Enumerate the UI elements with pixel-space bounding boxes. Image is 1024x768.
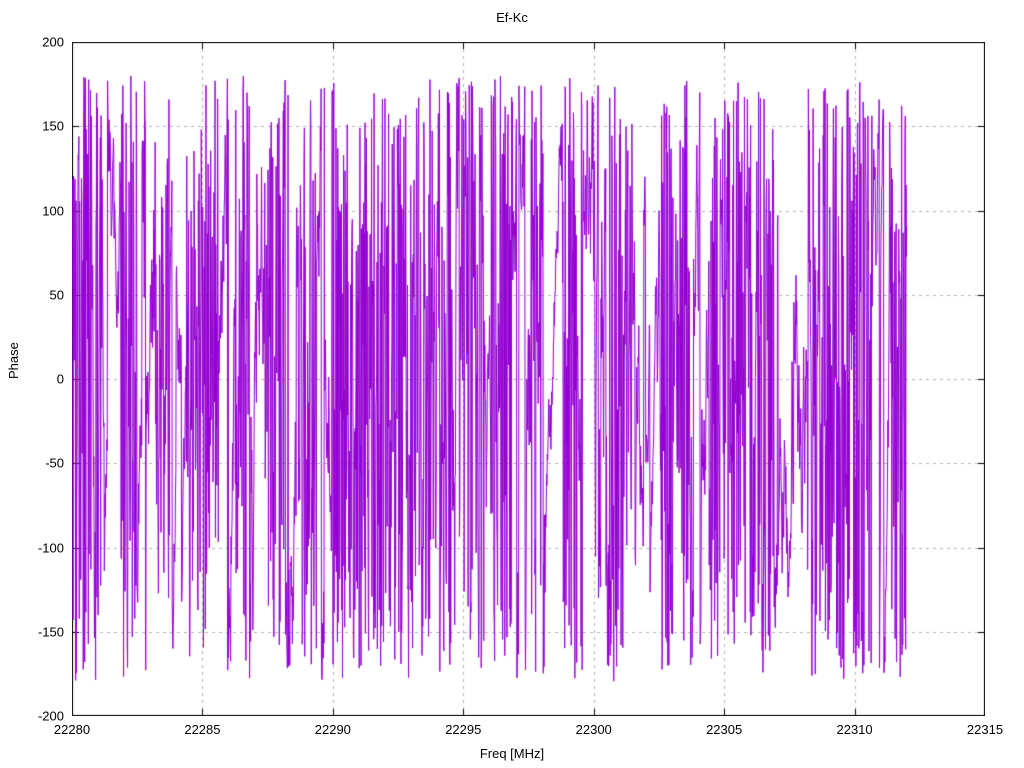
x-tick-label: 22310 xyxy=(836,722,873,737)
y-tick-label: 0 xyxy=(56,371,64,387)
y-tick-label: 150 xyxy=(42,118,64,134)
x-tick-label: 22305 xyxy=(706,722,743,737)
x-tick-label: 22290 xyxy=(314,722,351,737)
x-tick-label: 22285 xyxy=(184,722,221,737)
y-tick-label: -100 xyxy=(37,540,64,555)
x-tick-label: 22300 xyxy=(575,722,612,737)
x-tick-label: 22295 xyxy=(445,722,482,737)
y-tick-label: 200 xyxy=(42,34,64,50)
phase-plot-canvas xyxy=(72,42,985,716)
chart-title: Ef-Kc xyxy=(496,10,528,25)
y-tick-label: 50 xyxy=(49,287,64,303)
x-axis-label: Freq [MHz] xyxy=(479,746,545,761)
y-tick-label: -50 xyxy=(45,455,64,471)
x-tick-label: 22315 xyxy=(966,722,1004,737)
y-tick-label: -200 xyxy=(37,708,64,724)
y-tick-label: 100 xyxy=(42,203,64,218)
y-tick-label: -150 xyxy=(37,624,64,640)
plot-area xyxy=(72,42,985,716)
x-tick-label: 22280 xyxy=(53,722,91,737)
